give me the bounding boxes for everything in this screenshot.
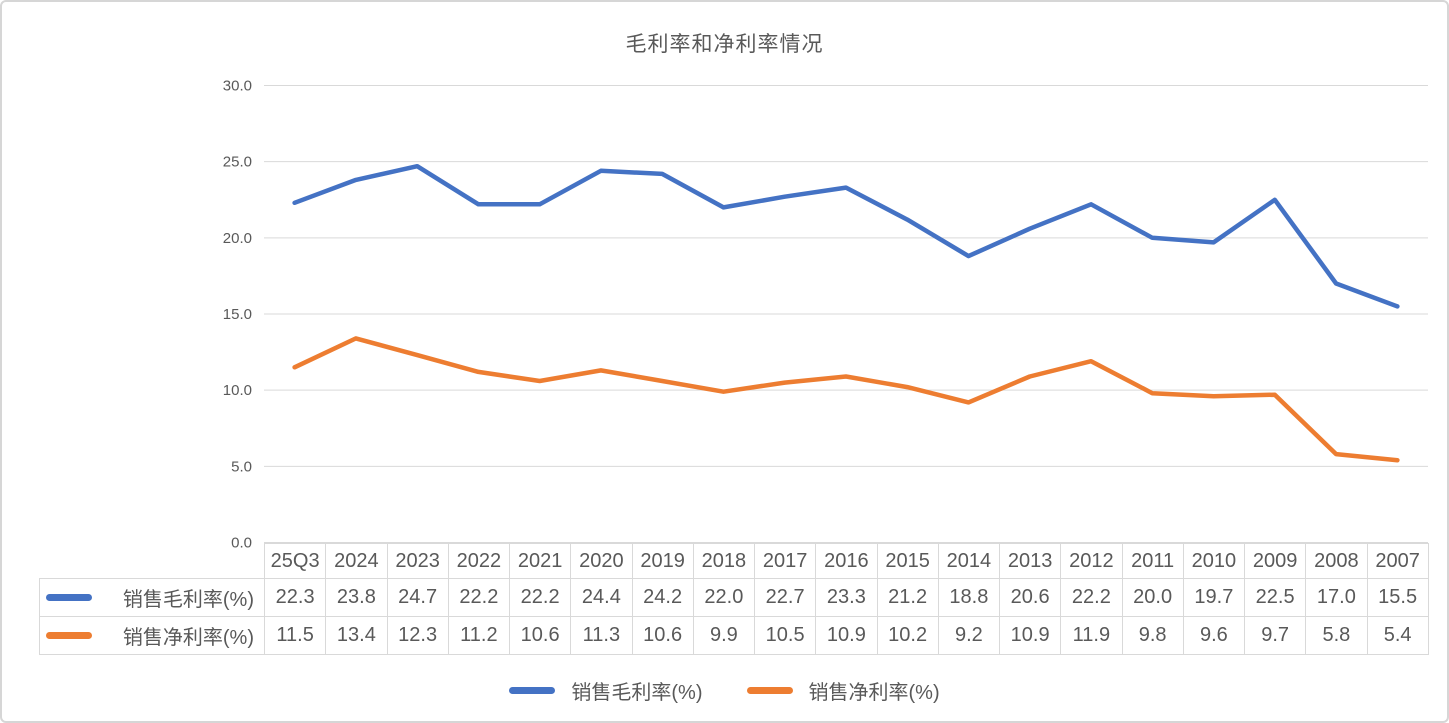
table-value-cell: 17.0 (1305, 578, 1368, 617)
table-year-header: 2014 (937, 543, 1001, 579)
data-table: 25Q3 2024 2023 2022 2021 2020 2019 2018 2017 2016… (39, 543, 1429, 655)
table-value-cell: 18.8 (937, 578, 1001, 617)
table-value-cell: 11.9 (1060, 616, 1123, 655)
table-value-cell: 22.2 (1060, 578, 1123, 617)
table-year-header: 2011 (1121, 543, 1184, 579)
table-value-cell: 23.3 (815, 578, 878, 617)
series-name: 销售毛利率(%) (122, 589, 254, 611)
y-axis-tick-label: 10.0 (223, 382, 252, 399)
table-series-label: 销售净利率(%) (39, 616, 265, 655)
table-year-header: 2018 (692, 543, 756, 579)
table-year-header: 2016 (815, 543, 878, 579)
chart-legend: 销售毛利率(%) 销售净利率(%) (2, 676, 1447, 705)
y-axis-tick-label: 5.0 (231, 458, 252, 475)
table-year-header: 2013 (998, 543, 1062, 579)
table-year-header: 2024 (325, 543, 388, 579)
table-value-cell: 24.2 (631, 578, 694, 617)
table-value-cell: 22.2 (508, 578, 572, 617)
table-year-header: 2010 (1182, 543, 1246, 579)
table-value-cell: 10.6 (508, 616, 572, 655)
table-year-header: 2015 (876, 543, 939, 579)
table-series-label: 销售毛利率(%) (39, 578, 265, 617)
table-value-cell: 22.0 (692, 578, 756, 617)
table-value-cell: 20.6 (998, 578, 1062, 617)
y-axis-tick-label: 20.0 (223, 230, 252, 247)
legend-item-net-margin: 销售净利率(%) (746, 676, 940, 705)
table-value-cell: 10.6 (631, 616, 694, 655)
table-value-cell: 11.5 (263, 616, 327, 655)
series-name: 销售净利率(%) (122, 627, 254, 649)
table-value-cell: 20.0 (1121, 578, 1184, 617)
table-line-marker-orange (46, 632, 92, 639)
table-year-header: 2019 (631, 543, 694, 579)
y-axis-tick-label: 30.0 (223, 78, 252, 95)
table-value-cell: 11.2 (447, 616, 511, 655)
table-year-header: 2022 (447, 543, 511, 579)
table-value-cell: 9.2 (937, 616, 1001, 655)
table-value-cell: 19.7 (1182, 578, 1246, 617)
legend-label: 销售毛利率(%) (571, 682, 703, 704)
table-value-cell: 22.3 (263, 578, 327, 617)
table-value-cell: 12.3 (386, 616, 449, 655)
chart-title: 毛利率和净利率情况 (625, 33, 824, 56)
table-year-header: 25Q3 (263, 543, 327, 579)
table-value-cell: 24.4 (570, 578, 633, 617)
legend-line-marker-orange (746, 687, 793, 694)
y-axis-tick-label: 25.0 (223, 154, 252, 171)
table-value-cell: 10.5 (753, 616, 817, 655)
y-axis-tick-label: 0.0 (231, 535, 252, 552)
table-year-header: 2008 (1305, 543, 1368, 579)
table-year-header: 2023 (386, 543, 449, 579)
table-value-cell: 24.7 (386, 578, 449, 617)
table-value-cell: 9.7 (1243, 616, 1307, 655)
table-year-header: 2021 (508, 543, 572, 579)
table-value-cell: 23.8 (325, 578, 388, 617)
legend-item-gross-margin: 销售毛利率(%) (509, 676, 703, 705)
series-line-gross-margin (292, 163, 1400, 309)
legend-line-marker-blue (509, 687, 556, 694)
table-value-cell: 9.6 (1182, 616, 1246, 655)
table-value-cell: 10.9 (815, 616, 878, 655)
table-year-header: 2009 (1243, 543, 1307, 579)
table-value-cell: 5.8 (1305, 616, 1368, 655)
table-value-cell: 22.2 (447, 578, 511, 617)
table-year-header: 2007 (1366, 543, 1429, 579)
table-value-cell: 10.9 (998, 616, 1062, 655)
table-value-cell: 15.5 (1366, 578, 1429, 617)
table-corner-cell (40, 544, 265, 579)
table-value-cell: 5.4 (1366, 616, 1429, 655)
table-value-cell: 13.4 (325, 616, 388, 655)
table-value-cell: 9.8 (1121, 616, 1184, 655)
series-line-net-margin (292, 336, 1400, 463)
table-year-header: 2012 (1060, 543, 1123, 579)
table-value-cell: 21.2 (876, 578, 939, 617)
table-value-cell: 9.9 (692, 616, 756, 655)
legend-label: 销售净利率(%) (808, 682, 940, 704)
y-axis-tick-label: 15.0 (223, 306, 252, 323)
table-year-header: 2020 (570, 543, 633, 579)
table-value-cell: 22.7 (753, 578, 817, 617)
table-year-header: 2017 (753, 543, 817, 579)
table-value-cell: 11.3 (570, 616, 633, 655)
table-line-marker-blue (46, 594, 92, 601)
table-value-cell: 10.2 (876, 616, 939, 655)
table-value-cell: 22.5 (1243, 578, 1307, 617)
